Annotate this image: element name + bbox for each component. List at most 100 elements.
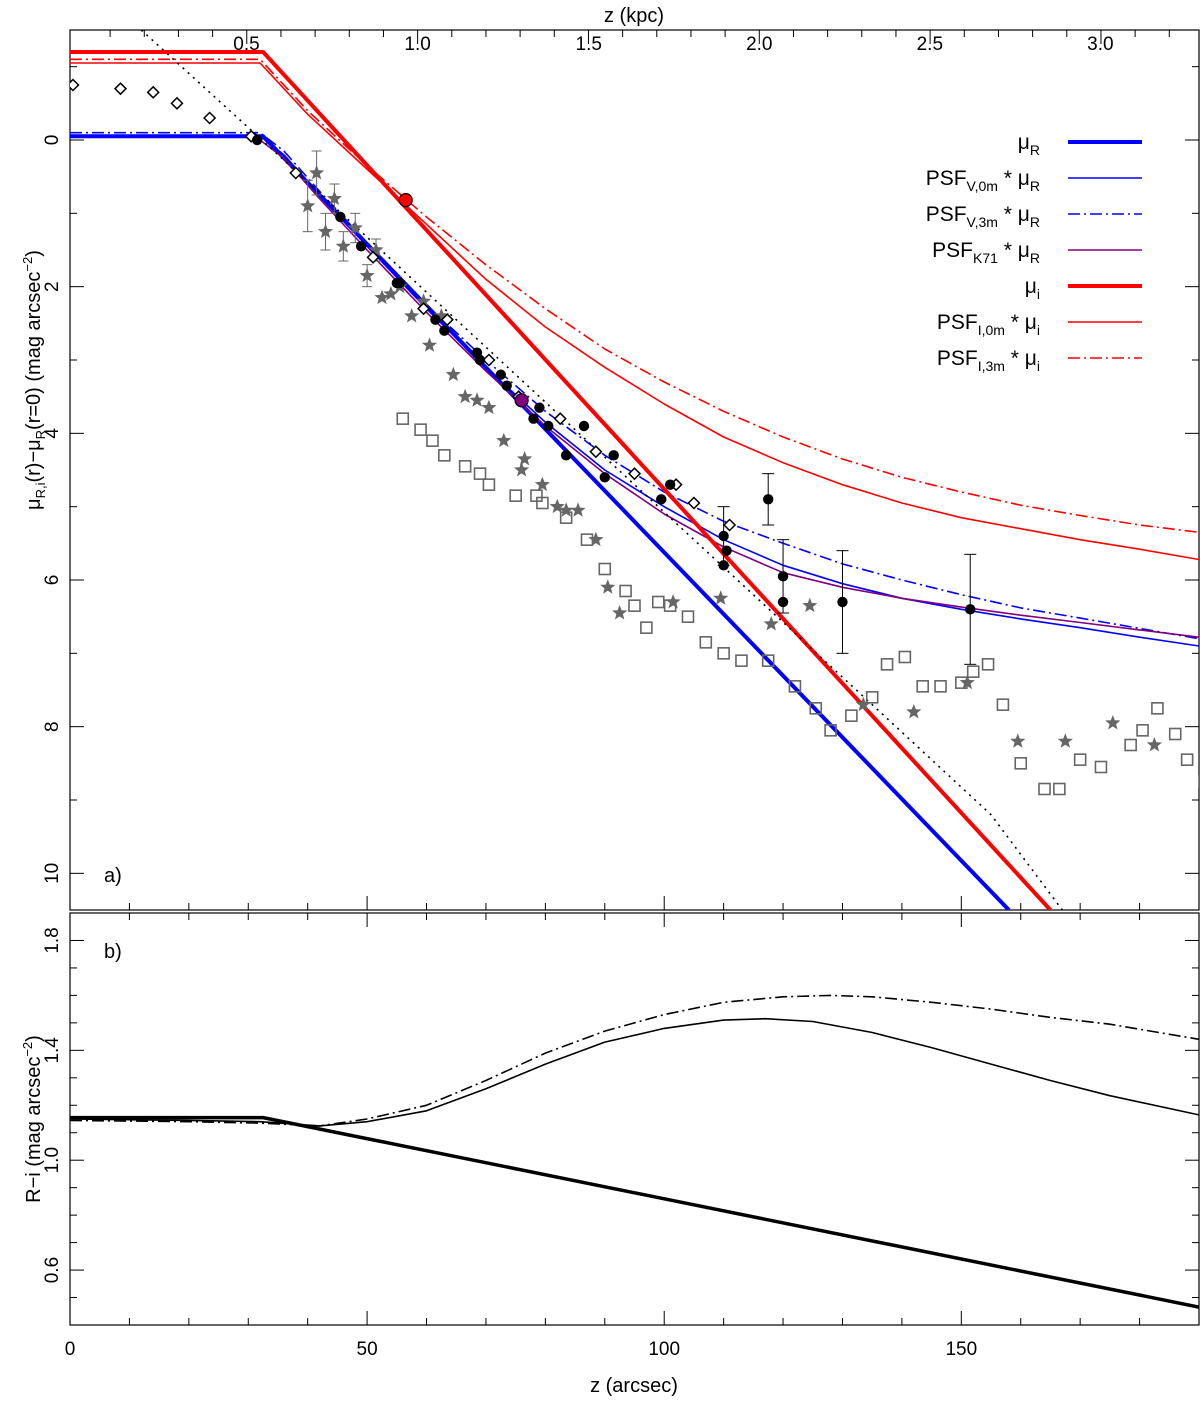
legend-label: PSFI,0m * μi (937, 311, 1040, 338)
diamond-marker (440, 313, 454, 327)
panel-a-y-tick-label: 0 (42, 135, 63, 146)
diamond-marker (113, 82, 128, 96)
square-marker (396, 412, 410, 425)
star-marker (496, 432, 512, 448)
circle-marker (474, 354, 486, 366)
circle-marker (439, 325, 450, 336)
panel-a-y-tick-label: 2 (42, 281, 63, 292)
star-marker (802, 597, 818, 613)
circle-marker (599, 472, 610, 483)
circle-marker (777, 596, 789, 608)
star-marker (517, 451, 533, 466)
top-axis-label: z (kpc) (604, 5, 664, 27)
star-marker (713, 590, 729, 605)
circle-marker (837, 596, 848, 608)
circle-marker (578, 420, 590, 432)
series-mu_i (70, 50, 1052, 910)
top-axis-tick-label: 1.5 (576, 34, 602, 55)
circle-marker (355, 241, 367, 252)
square-marker (699, 636, 713, 649)
star-marker (1010, 733, 1026, 748)
star-marker (855, 696, 871, 712)
series-psf_k71_muR (259, 139, 1199, 638)
diamond-marker (146, 85, 160, 99)
diamond-marker (70, 78, 80, 92)
panel-b-x-tick-label: 50 (357, 1339, 378, 1360)
square-marker (865, 691, 879, 704)
square-marker (1151, 702, 1164, 715)
star-marker (763, 616, 779, 631)
star-marker (445, 366, 461, 382)
square-marker (1053, 782, 1066, 796)
square-marker (426, 434, 439, 447)
circle-marker (251, 134, 263, 146)
circle-marker (335, 211, 346, 223)
square-marker (482, 478, 496, 491)
square-marker (809, 702, 823, 715)
square-marker (628, 599, 641, 612)
panel-a-markers (70, 78, 1199, 796)
square-marker (845, 709, 858, 722)
series-psf_i3_mui (70, 58, 1199, 534)
star-marker (457, 388, 473, 404)
star-marker (347, 220, 363, 235)
diamond-marker (553, 412, 567, 426)
circle-marker (608, 450, 619, 461)
diamond-marker (289, 166, 303, 180)
circle-marker (664, 479, 676, 490)
series-psf_i0_mui (70, 62, 1199, 561)
star-marker (534, 476, 550, 492)
square-marker (880, 658, 894, 671)
series-dotted_model (140, 30, 1063, 910)
circle-marker (394, 277, 405, 289)
panel-b-y-tick-label: 1.4 (42, 1037, 63, 1064)
panel-a-y-axis-label: μR,i(r)−μR(r=0) (mag arcsec−2) (20, 250, 48, 510)
diamond-marker (589, 445, 603, 459)
square-marker (1073, 753, 1087, 766)
diamond-marker (482, 353, 496, 367)
star-marker (300, 198, 316, 213)
panel-b-y-tick-labels: 0.6 1.0 1.4 1.8 (42, 927, 63, 1283)
circle-marker (528, 413, 539, 424)
panel-b-ticks (69, 913, 1200, 1325)
diamond-marker (687, 496, 701, 510)
x-axis-label: z (arcsec) (590, 1375, 678, 1397)
top-axis-tick-label: 0.5 (233, 34, 259, 55)
panel-b-x-tick-label: 0 (65, 1339, 76, 1360)
square-marker (761, 654, 775, 667)
series-psf_3m_color (70, 994, 1199, 1127)
star-marker (326, 190, 342, 206)
star-marker (309, 165, 325, 180)
panel-a-y-tick-label: 8 (42, 721, 63, 732)
highlight-marker (514, 393, 529, 408)
square-marker (916, 680, 929, 693)
square-marker (438, 449, 451, 462)
panel-b-y-tick-label: 1.0 (42, 1147, 63, 1173)
star-marker (906, 704, 922, 719)
star-marker (404, 308, 420, 323)
square-marker (735, 654, 748, 667)
highlight-marker (398, 193, 413, 208)
square-marker (996, 698, 1010, 711)
circle-marker (656, 494, 667, 505)
star-marker (600, 579, 616, 594)
top-axis-tick-label: 1.0 (404, 34, 430, 55)
square-marker (598, 562, 612, 576)
square-marker (414, 423, 427, 436)
square-marker (640, 621, 653, 634)
panel-a-series (70, 30, 1199, 910)
circle-marker (718, 560, 729, 571)
legend: μR PSFV,0m * μR PSFV,3m * μR PSFK71 * μR μi P… (926, 131, 1142, 374)
star-marker (317, 223, 334, 239)
star-marker (570, 502, 586, 517)
star-marker (1105, 715, 1121, 730)
diamond-marker (723, 518, 737, 532)
panel-b-series (70, 994, 1199, 1309)
square-marker (473, 467, 487, 480)
panel-b-x-tick-label: 100 (648, 1339, 680, 1360)
star-marker (959, 674, 975, 690)
circle-marker (501, 380, 512, 391)
star-marker (1146, 737, 1162, 752)
legend-label: PSFK71 * μR (932, 239, 1040, 266)
star-marker (368, 242, 384, 257)
